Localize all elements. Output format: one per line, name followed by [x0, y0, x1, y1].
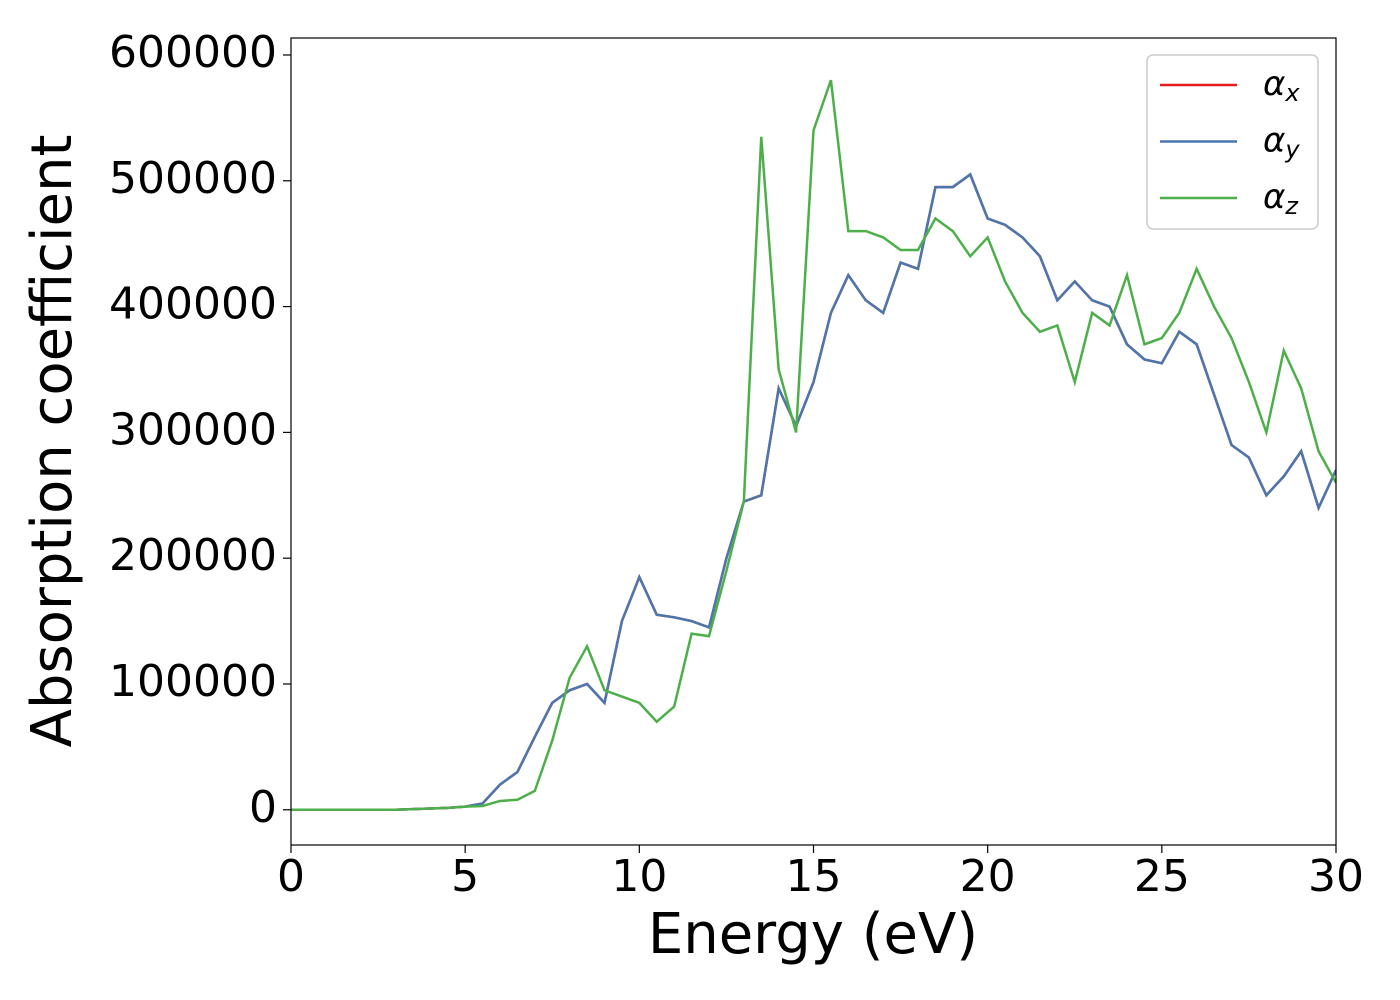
- y-tick-label: 0: [249, 782, 277, 833]
- y-tick-label: 100000: [109, 656, 277, 707]
- x-tick-label: 5: [451, 851, 479, 902]
- y-tick-label: 600000: [109, 27, 277, 78]
- series-line: [291, 172, 1336, 812]
- y-tick-label: 400000: [109, 279, 277, 330]
- y-tick-label: 200000: [109, 530, 277, 581]
- y-tick-label: 500000: [109, 153, 277, 204]
- x-tick-label: 0: [277, 851, 305, 902]
- plot-frame: [290, 37, 1337, 846]
- x-tick-label: 20: [960, 851, 1016, 902]
- legend-label: αy: [1263, 120, 1300, 164]
- x-tick-label: 30: [1308, 851, 1364, 902]
- x-tick-label: 25: [1134, 851, 1190, 902]
- x-axis-label: Energy (eV): [648, 902, 978, 967]
- series-line: [291, 79, 1336, 812]
- series-line: [291, 172, 1336, 812]
- legend-label: αz: [1263, 177, 1299, 221]
- y-axis-label: Absorption coefficient: [20, 135, 85, 748]
- legend-label: αx: [1263, 64, 1300, 108]
- x-tick-label: 15: [786, 851, 842, 902]
- x-tick-label: 10: [611, 851, 667, 902]
- y-tick-label: 300000: [109, 404, 277, 455]
